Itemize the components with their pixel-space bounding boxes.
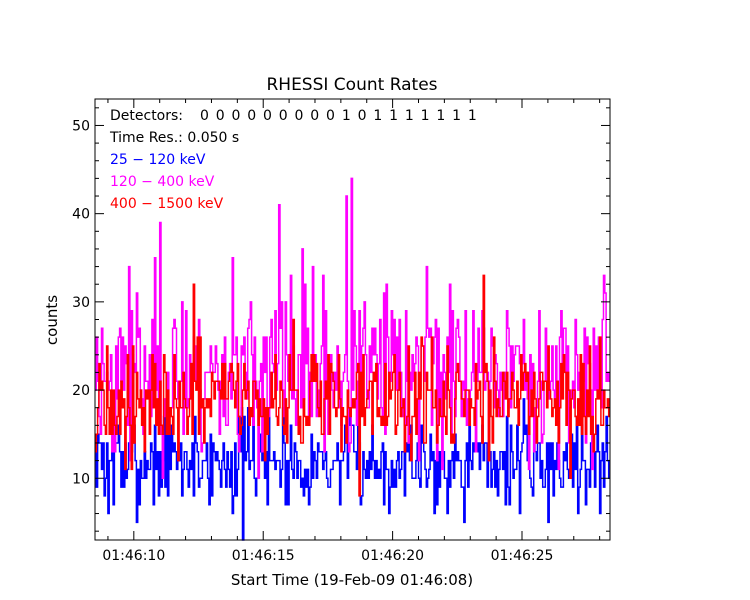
x-axis-label: Start Time (19-Feb-09 01:46:08) <box>231 571 473 589</box>
legend: 25 − 120 keV 120 − 400 keV 400 − 1500 keV <box>110 152 224 212</box>
chart-title: RHESSI Count Rates <box>266 75 437 95</box>
y-tick-label: 30 <box>72 295 90 311</box>
x-tick-label: 01:46:20 <box>361 548 424 564</box>
series-line <box>95 274 610 497</box>
time-resolution-label: Time Res.: 0.050 s <box>109 130 239 146</box>
y-tick-label: 10 <box>72 471 90 487</box>
x-tick-label: 01:46:25 <box>491 548 554 564</box>
x-tick-label: 01:46:10 <box>102 548 165 564</box>
y-tick-label: 40 <box>72 207 90 223</box>
traces <box>95 177 610 541</box>
axes: 10 20 30 40 50 01:46:10 01:46:15 01:46:20 01:46:… <box>72 99 610 564</box>
x-tick-label: 01:46:15 <box>232 548 295 564</box>
y-tick-label: 20 <box>72 383 90 399</box>
y-axis-label: counts <box>43 295 61 345</box>
detectors-label: Detectors: <box>110 108 183 124</box>
legend-entry: 400 − 1500 keV <box>110 196 224 212</box>
detectors-values: 0 0 0 0 0 0 0 0 0 1 0 1 1 1 1 1 1 1 <box>200 108 478 124</box>
legend-entry: 120 − 400 keV <box>110 174 215 190</box>
series-line <box>95 398 610 541</box>
y-tick-label: 50 <box>72 118 90 134</box>
legend-entry: 25 − 120 keV <box>110 152 206 168</box>
